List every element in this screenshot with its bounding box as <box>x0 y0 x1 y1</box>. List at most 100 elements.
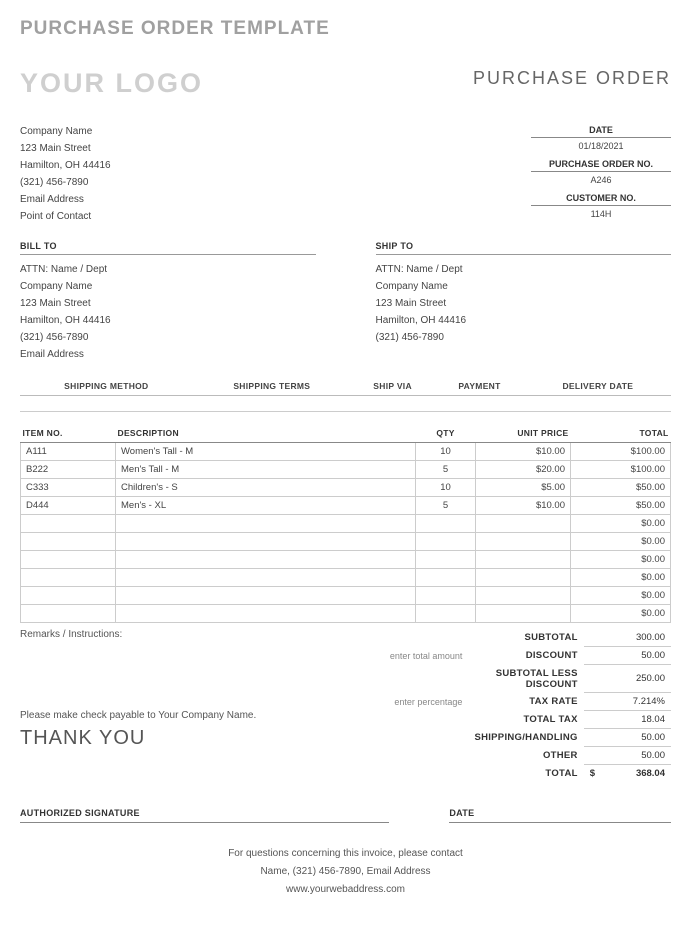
item-qty: 5 <box>416 461 476 479</box>
item-total: $0.00 <box>571 587 671 605</box>
item-row: $0.00 <box>21 605 671 623</box>
company-street: 123 Main Street <box>20 140 111 157</box>
shipto-phone: (321) 456-7890 <box>376 329 672 346</box>
item-qty <box>416 587 476 605</box>
company-citystate: Hamilton, OH 44416 <box>20 157 111 174</box>
date-label: DATE <box>531 123 671 138</box>
shipping-label: SHIPPING/HANDLING <box>468 729 583 747</box>
item-no: C333 <box>21 479 116 497</box>
below-items: Remarks / Instructions: Please make chec… <box>20 629 671 782</box>
item-price <box>476 569 571 587</box>
other-value: 50.00 <box>584 747 671 765</box>
ship-delivery-cell <box>525 396 671 412</box>
ship-terms-cell <box>193 396 351 412</box>
template-title: PURCHASE ORDER TEMPLATE <box>20 18 671 40</box>
item-desc <box>116 569 416 587</box>
footer-line2: Name, (321) 456-7890, Email Address <box>20 863 671 881</box>
item-row: D444Men's - XL5$10.00$50.00 <box>21 497 671 515</box>
item-total: $0.00 <box>571 515 671 533</box>
company-info: Company Name 123 Main Street Hamilton, O… <box>20 123 111 225</box>
item-no <box>21 605 116 623</box>
totaltax-value: 18.04 <box>584 711 671 729</box>
thankyou-text: THANK YOU <box>20 727 361 750</box>
company-email: Email Address <box>20 191 111 208</box>
item-no <box>21 551 116 569</box>
cust-no-value: 114H <box>531 206 671 225</box>
item-price: $20.00 <box>476 461 571 479</box>
price-header: UNIT PRICE <box>476 424 571 443</box>
purchase-order-heading: PURCHASE ORDER <box>473 68 671 89</box>
item-row: $0.00 <box>21 569 671 587</box>
item-qty: 10 <box>416 479 476 497</box>
remarks-label: Remarks / Instructions: <box>20 629 361 640</box>
item-price <box>476 551 571 569</box>
item-row: B222Men's Tall - M5$20.00$100.00 <box>21 461 671 479</box>
logo-placeholder: YOUR LOGO <box>20 68 203 99</box>
totals-table: SUBTOTAL300.00 enter total amountDISCOUN… <box>371 629 671 782</box>
totals-side: SUBTOTAL300.00 enter total amountDISCOUN… <box>371 629 671 782</box>
item-row: A111Women's Tall - M10$10.00$100.00 <box>21 443 671 461</box>
ship-terms-header: SHIPPING TERMS <box>193 377 351 396</box>
billto-name: Company Name <box>20 278 316 295</box>
item-no: A111 <box>21 443 116 461</box>
item-no <box>21 533 116 551</box>
shipto-citystate: Hamilton, OH 44416 <box>376 312 672 329</box>
item-row: $0.00 <box>21 587 671 605</box>
item-desc <box>116 587 416 605</box>
info-row: Company Name 123 Main Street Hamilton, O… <box>20 123 671 225</box>
item-price <box>476 587 571 605</box>
sig-date-label: DATE <box>449 808 671 823</box>
item-total: $100.00 <box>571 443 671 461</box>
signature-row: AUTHORIZED SIGNATURE DATE <box>20 808 671 823</box>
ship-delivery-header: DELIVERY DATE <box>525 377 671 396</box>
discount-value: 50.00 <box>584 647 671 665</box>
billto-phone: (321) 456-7890 <box>20 329 316 346</box>
po-no-label: PURCHASE ORDER NO. <box>531 157 671 172</box>
item-qty <box>416 569 476 587</box>
item-row: $0.00 <box>21 515 671 533</box>
item-no <box>21 515 116 533</box>
item-total: $0.00 <box>571 605 671 623</box>
item-qty <box>416 551 476 569</box>
item-desc: Men's - XL <box>116 497 416 515</box>
item-total: $0.00 <box>571 533 671 551</box>
meta-block: DATE 01/18/2021 PURCHASE ORDER NO. A246 … <box>531 123 671 225</box>
totaltax-label: TOTAL TAX <box>468 711 583 729</box>
item-desc: Men's Tall - M <box>116 461 416 479</box>
item-total: $50.00 <box>571 479 671 497</box>
taxrate-hint: enter percentage <box>371 693 468 711</box>
company-phone: (321) 456-7890 <box>20 174 111 191</box>
grand-label: TOTAL <box>468 765 583 783</box>
item-qty <box>416 605 476 623</box>
item-price <box>476 605 571 623</box>
item-no: D444 <box>21 497 116 515</box>
item-price: $10.00 <box>476 443 571 461</box>
billto-street: 123 Main Street <box>20 295 316 312</box>
shipping-row <box>20 396 671 412</box>
billto-email: Email Address <box>20 346 316 363</box>
item-desc <box>116 605 416 623</box>
ship-via-header: SHIP VIA <box>351 377 434 396</box>
ship-via-cell <box>351 396 434 412</box>
qty-header: QTY <box>416 424 476 443</box>
item-qty <box>416 533 476 551</box>
item-qty: 5 <box>416 497 476 515</box>
ship-payment-cell <box>434 396 524 412</box>
item-total: $0.00 <box>571 569 671 587</box>
item-row: $0.00 <box>21 533 671 551</box>
subless-value: 250.00 <box>584 665 671 693</box>
header-row: YOUR LOGO PURCHASE ORDER <box>20 68 671 99</box>
itemno-header: ITEM NO. <box>21 424 116 443</box>
total-header: TOTAL <box>571 424 671 443</box>
desc-header: DESCRIPTION <box>116 424 416 443</box>
item-row: $0.00 <box>21 551 671 569</box>
shipto-attn: ATTN: Name / Dept <box>376 261 672 278</box>
cust-no-label: CUSTOMER NO. <box>531 191 671 206</box>
grand-value: 368.04 <box>636 768 665 779</box>
item-row: C333Children's - S10$5.00$50.00 <box>21 479 671 497</box>
item-qty: 10 <box>416 443 476 461</box>
subtotal-value: 300.00 <box>584 629 671 647</box>
items-table: ITEM NO. DESCRIPTION QTY UNIT PRICE TOTA… <box>20 424 671 623</box>
item-desc <box>116 533 416 551</box>
item-price: $10.00 <box>476 497 571 515</box>
